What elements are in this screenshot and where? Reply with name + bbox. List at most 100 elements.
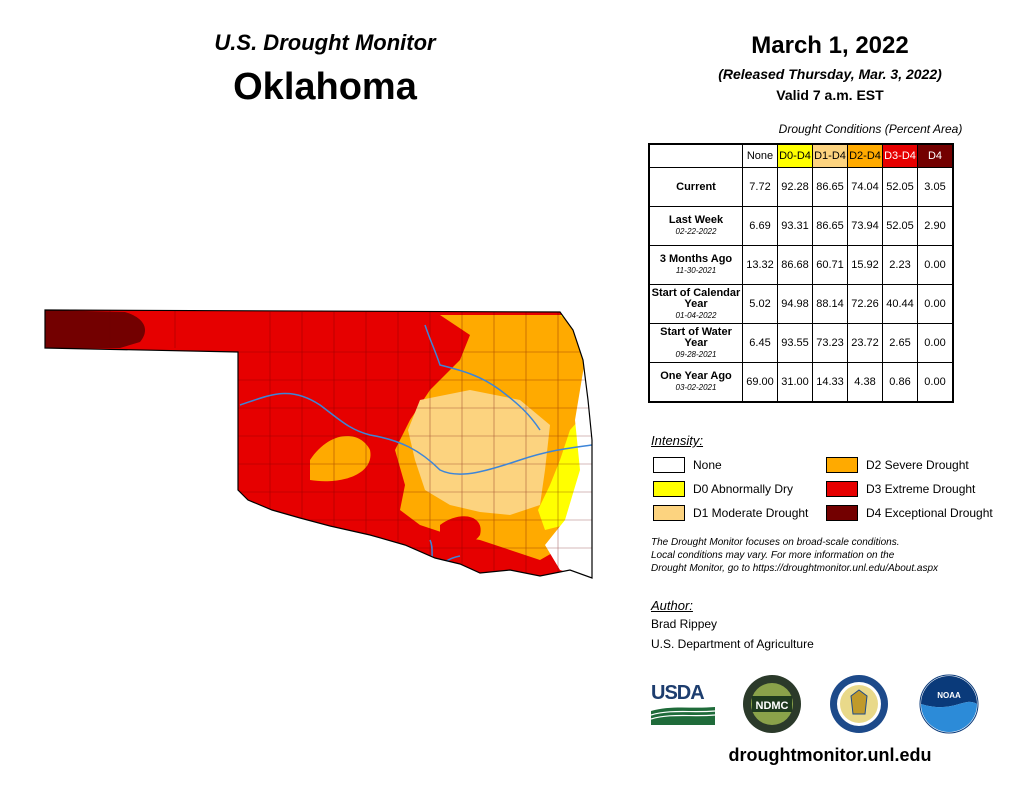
col-header: D1-D4 [812,143,848,168]
cell: 86.65 [812,167,848,207]
col-header: D4 [917,143,954,168]
valid-time: Valid 7 a.m. EST [776,87,884,103]
cell: 73.23 [812,323,848,363]
legend-item-d1: D1 Moderate Drought [653,505,808,521]
legend-label: D0 Abnormally Dry [693,482,794,496]
d3-south-pocket [440,516,481,545]
map-date: March 1, 2022 [751,32,909,59]
release-date: (Released Thursday, Mar. 3, 2022) [718,66,942,82]
cell: 13.32 [742,245,778,285]
cell: 0.00 [917,362,954,403]
legend-item-d4: D4 Exceptional Drought [826,505,993,521]
table-row: Last Week 02-22-2022 6.69 93.31 86.65 73.… [648,206,954,246]
col-header: D2-D4 [847,143,883,168]
cell: 0.00 [917,284,954,324]
d2-severe-pocket [310,436,371,482]
state-title: Oklahoma [233,66,417,108]
ndmc-logo: NDMC [743,675,801,733]
noaa-logo: NOAA [919,674,979,734]
table-row: Start of Water Year 09-28-2021 6.45 93.55… [648,323,954,363]
legend-swatch [826,505,858,521]
cell: 88.14 [812,284,848,324]
legend-swatch [826,457,858,473]
table-row: One Year Ago 03-02-2021 69.00 31.00 14.33… [648,362,954,403]
cell: 92.28 [777,167,813,207]
cell: 86.68 [777,245,813,285]
cell: 0.86 [882,362,918,403]
brand-title: U.S. Drought Monitor [214,30,436,55]
cell: 40.44 [882,284,918,324]
legend-label: D3 Extreme Drought [866,482,976,496]
table-caption: Drought Conditions (Percent Area) [778,122,963,136]
cell: 15.92 [847,245,883,285]
author-heading: Author: [651,598,693,613]
cell: 7.72 [742,167,778,207]
disclaimer-line: Local conditions may vary. For more info… [651,550,895,561]
legend-item-d3: D3 Extreme Drought [826,481,975,497]
col-header: None [742,143,778,168]
table-row: Current 7.72 92.28 86.65 74.04 52.05 3.0… [648,167,954,207]
legend-swatch [653,457,685,473]
disclaimer-line: Drought Monitor, go to https://droughtmo… [651,563,939,574]
legend-label: D2 Severe Drought [866,458,969,472]
cell: 86.65 [812,206,848,246]
legend-swatch [653,481,685,497]
cell: 74.04 [847,167,883,207]
legend-swatch [653,505,685,521]
svg-text:NOAA: NOAA [937,691,961,700]
cell: 93.55 [777,323,813,363]
cell: 14.33 [812,362,848,403]
disclaimer: The Drought Monitor focuses on broad-sca… [651,536,1011,575]
legend-label: D4 Exceptional Drought [866,506,993,520]
legend-label: D1 Moderate Drought [693,506,809,520]
d4-exceptional-region [45,310,145,348]
cell: 23.72 [847,323,883,363]
row-label: 3 Months Ago 11-30-2021 [648,245,743,285]
table-row: 3 Months Ago 11-30-2021 13.32 86.68 60.71… [648,245,954,285]
cell: 2.65 [882,323,918,363]
cell: 3.05 [917,167,954,207]
commerce-seal-logo [830,675,888,733]
cell: 93.31 [777,206,813,246]
cell: 0.00 [917,245,954,285]
cell: 6.45 [742,323,778,363]
d1-moderate-region [408,390,550,515]
legend-label: None [693,458,722,472]
cell: 60.71 [812,245,848,285]
drought-conditions-table: None D0-D4 D1-D4 D2-D4 D3-D4 D4 Current … [648,143,954,403]
legend-item-none: None [653,457,722,473]
row-label: One Year Ago 03-02-2021 [648,362,743,403]
legend-item-d2: D2 Severe Drought [826,457,969,473]
cell: 4.38 [847,362,883,403]
table-corner [649,144,743,168]
legend-item-d0: D0 Abnormally Dry [653,481,793,497]
footer-url: droughtmonitor.unl.edu [728,745,932,765]
row-label: Start of Calendar Year 01-04-2022 [648,284,743,324]
cell: 73.94 [847,206,883,246]
cell: 2.23 [882,245,918,285]
cell: 0.00 [917,323,954,363]
cell: 72.26 [847,284,883,324]
oklahoma-drought-map [44,309,593,579]
author-org: U.S. Department of Agriculture [651,637,814,651]
row-label: Last Week 02-22-2022 [648,206,743,246]
cell: 6.69 [742,206,778,246]
usda-logo: USDA [650,682,716,726]
legend-title: Intensity: [651,433,704,448]
legend-swatch [826,481,858,497]
cell: 31.00 [777,362,813,403]
no-drought-region [545,360,592,578]
cell: 52.05 [882,167,918,207]
svg-text:NDMC: NDMC [756,700,789,712]
author-name: Brad Rippey [651,617,718,631]
cell: 52.05 [882,206,918,246]
table-row: Start of Calendar Year 01-04-2022 5.02 94… [648,284,954,324]
cell: 69.00 [742,362,778,403]
row-label: Start of Water Year 09-28-2021 [648,323,743,363]
cell: 94.98 [777,284,813,324]
row-label: Current [648,167,743,207]
disclaimer-line: The Drought Monitor focuses on broad-sca… [651,537,900,548]
col-header: D3-D4 [882,143,918,168]
col-header: D0-D4 [777,143,813,168]
cell: 2.90 [917,206,954,246]
